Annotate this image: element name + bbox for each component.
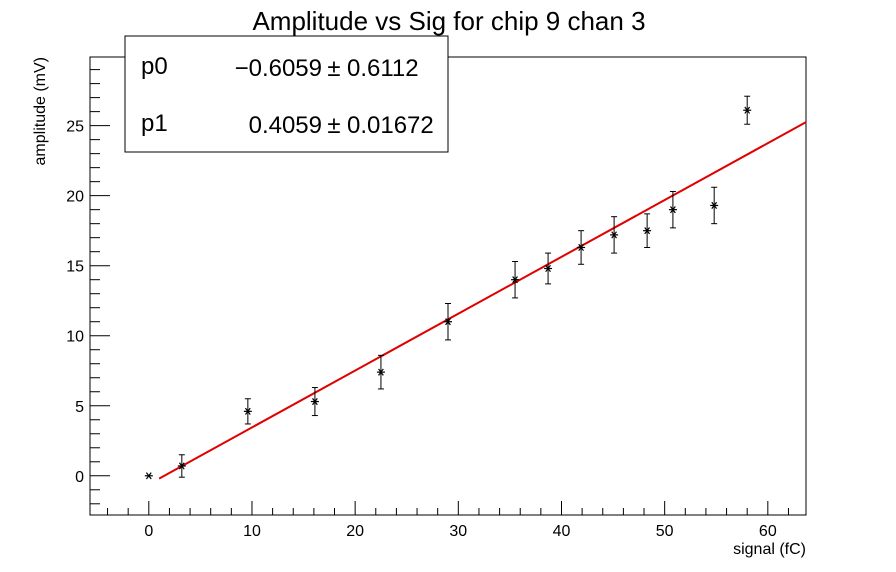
data-point — [144, 472, 153, 480]
y-axis-label: amplitude (mV) — [32, 57, 49, 165]
asterisk-marker — [243, 407, 252, 415]
x-axis-label: signal (fC) — [733, 541, 806, 558]
asterisk-marker — [177, 462, 186, 470]
stats-box-frame — [124, 35, 449, 153]
stat-p0-pm: ± — [327, 55, 340, 82]
data-point — [643, 213, 652, 248]
stats-box: p0 −0.6059 ± 0.6112 p1 0.4059 ± 0.01672 — [124, 35, 449, 153]
x-tick-label: 20 — [346, 523, 364, 540]
asterisk-marker — [444, 318, 452, 326]
data-point — [710, 186, 719, 225]
asterisk-marker — [710, 201, 719, 210]
x-tick-label: 50 — [656, 523, 674, 540]
fit-layer — [158, 121, 807, 480]
asterisk-marker — [310, 397, 319, 406]
x-tick-label: 0 — [144, 523, 153, 540]
data-point — [310, 387, 319, 417]
x-tick-label: 30 — [449, 523, 467, 540]
data-point — [610, 216, 619, 254]
data-point — [668, 190, 677, 229]
asterisk-marker — [544, 264, 553, 273]
stat-p0-value: −0.6059 — [235, 55, 322, 82]
x-axis: 0 10 20 30 40 50 60 — [107, 501, 789, 540]
asterisk-marker — [511, 276, 520, 284]
asterisk-marker — [577, 243, 586, 252]
y-tick-label: 10 — [66, 329, 84, 346]
asterisk-marker — [668, 206, 677, 214]
x-tick-label: 10 — [243, 523, 261, 540]
stat-p1-error: 0.01672 — [347, 112, 434, 139]
stat-p0-name: p0 — [141, 53, 168, 80]
data-point — [243, 398, 252, 425]
asterisk-marker — [643, 227, 652, 235]
y-tick-label: 0 — [75, 469, 84, 486]
stat-p1-name: p1 — [141, 110, 168, 137]
y-tick-label: 25 — [66, 119, 84, 136]
data-point — [511, 260, 520, 299]
asterisk-marker — [743, 106, 752, 114]
asterisk-marker — [610, 231, 619, 239]
fit-line — [158, 121, 807, 480]
y-tick-label: 5 — [75, 399, 84, 416]
y-tick-label: 15 — [66, 259, 84, 276]
x-tick-label: 40 — [553, 523, 571, 540]
data-point — [743, 95, 752, 125]
data-point — [544, 252, 553, 285]
x-tick-label: 60 — [759, 523, 777, 540]
data-point — [376, 354, 385, 390]
stat-p1-pm: ± — [327, 112, 340, 139]
asterisk-marker — [376, 368, 385, 376]
stat-p1-value: 0.4059 — [249, 112, 322, 139]
y-axis: 0 5 10 15 20 25 — [66, 69, 110, 505]
data-point — [177, 454, 186, 478]
data-point — [577, 230, 586, 265]
stat-p0-error: 0.6112 — [347, 55, 419, 82]
chart-title: Amplitude vs Sig for chip 9 chan 3 — [252, 6, 645, 36]
asterisk-marker — [144, 472, 153, 480]
data-point — [444, 303, 452, 341]
points-layer — [144, 95, 752, 480]
y-tick-label: 20 — [66, 189, 84, 206]
